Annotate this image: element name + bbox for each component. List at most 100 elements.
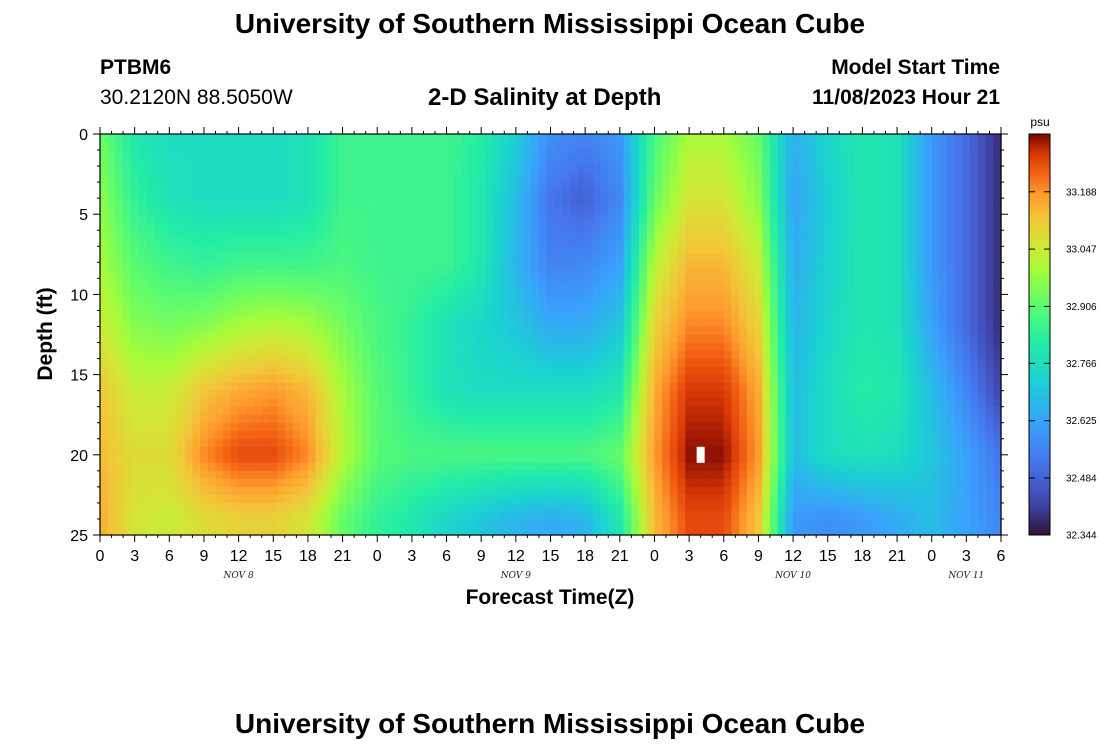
heatmap-cell: [746, 318, 756, 328]
heatmap-cell: [200, 326, 209, 336]
heatmap-cell: [708, 286, 717, 295]
heatmap-cell: [423, 470, 432, 480]
heatmap-cell: [223, 454, 232, 464]
heatmap-cell: [970, 414, 979, 424]
heatmap-cell: [515, 294, 525, 304]
heatmap-cell: [716, 262, 725, 271]
heatmap-cell: [254, 414, 263, 424]
heatmap-cell: [184, 430, 194, 440]
heatmap-cell: [438, 430, 448, 440]
heatmap-cell: [723, 406, 733, 416]
heatmap-cell: [985, 390, 994, 400]
heatmap-cell: [846, 246, 856, 255]
heatmap-cell: [662, 294, 671, 304]
heatmap-cell: [808, 374, 817, 384]
heatmap-cell: [623, 294, 632, 304]
heatmap-cell: [107, 262, 116, 271]
heatmap-cell: [623, 398, 632, 408]
heatmap-cell: [615, 326, 625, 336]
heatmap-cell: [669, 374, 679, 384]
heatmap-cell: [369, 278, 378, 287]
heatmap-cell: [107, 334, 116, 344]
heatmap-cell: [238, 390, 247, 400]
heatmap-cell: [646, 142, 656, 151]
heatmap-cell: [277, 342, 286, 352]
heatmap-cell: [438, 318, 448, 328]
heatmap-cell: [592, 278, 602, 287]
heatmap-cell: [408, 406, 417, 416]
heatmap-cell: [600, 374, 609, 384]
heatmap-cell: [739, 446, 748, 456]
heatmap-cell: [592, 318, 602, 328]
heatmap-cell: [839, 454, 848, 464]
heatmap-cell: [354, 390, 363, 400]
heatmap-cell: [916, 302, 925, 312]
heatmap-cell: [793, 358, 802, 368]
heatmap-cell: [500, 222, 509, 231]
heatmap-cell: [885, 430, 894, 440]
heatmap-cell: [315, 286, 324, 295]
heatmap-cell: [700, 374, 709, 384]
heatmap-cell: [192, 190, 201, 199]
heatmap-cell: [716, 398, 725, 408]
heatmap-cell: [377, 414, 386, 424]
heatmap-cell: [269, 446, 278, 456]
heatmap-cell: [908, 454, 917, 464]
heatmap-cell: [361, 238, 371, 247]
heatmap-cell: [323, 134, 332, 143]
heatmap-cell: [877, 398, 887, 408]
heatmap-cell: [623, 462, 632, 472]
heatmap-cell: [631, 150, 640, 159]
heatmap-cell: [923, 438, 933, 448]
heatmap-cell: [246, 406, 255, 416]
heatmap-cell: [677, 182, 686, 191]
heatmap-cell: [100, 446, 109, 456]
heatmap-cell: [608, 246, 617, 255]
heatmap-cell: [177, 198, 186, 207]
heatmap-cell: [985, 430, 994, 440]
heatmap-cell: [900, 190, 910, 199]
heatmap-cell: [662, 366, 671, 376]
heatmap-cell: [562, 438, 571, 448]
heatmap-cell: [793, 254, 802, 263]
heatmap-cell: [646, 406, 656, 416]
heatmap-cell: [130, 158, 140, 167]
heatmap-cell: [785, 142, 794, 151]
heatmap-cell: [107, 350, 116, 360]
heatmap-cell: [538, 350, 548, 360]
heatmap-cell: [731, 462, 740, 472]
heatmap-cell: [916, 182, 925, 191]
heatmap-cell: [808, 158, 817, 167]
heatmap-cell: [585, 270, 594, 279]
heatmap-cell: [585, 310, 594, 320]
heatmap-cell: [900, 246, 910, 255]
heatmap-cell: [408, 198, 417, 207]
heatmap-cell: [877, 286, 887, 295]
heatmap-cell: [916, 342, 925, 352]
heatmap-cell: [546, 270, 555, 279]
heatmap-cell: [438, 422, 448, 432]
heatmap-cell: [523, 326, 532, 336]
heatmap-cell: [762, 262, 771, 271]
heatmap-cell: [107, 406, 116, 416]
heatmap-cell: [138, 438, 147, 448]
heatmap-cell: [654, 294, 663, 304]
heatmap-cell: [169, 406, 178, 416]
heatmap-cell: [762, 414, 771, 424]
heatmap-cell: [954, 214, 964, 223]
heatmap-cell: [192, 222, 201, 231]
heatmap-cell: [323, 334, 332, 344]
heatmap-cell: [307, 350, 317, 360]
heatmap-cell: [600, 262, 609, 271]
heatmap-cell: [254, 302, 263, 312]
heatmap-cell: [662, 222, 671, 231]
heatmap-cell: [569, 342, 579, 352]
heatmap-cell: [631, 206, 640, 215]
heatmap-cell: [993, 422, 1002, 432]
heatmap-cell: [446, 382, 455, 392]
heatmap-cell: [177, 318, 186, 328]
heatmap-cell: [854, 382, 863, 392]
heatmap-cell: [831, 174, 840, 183]
heatmap-cell: [639, 190, 648, 199]
heatmap-cell: [769, 294, 779, 304]
